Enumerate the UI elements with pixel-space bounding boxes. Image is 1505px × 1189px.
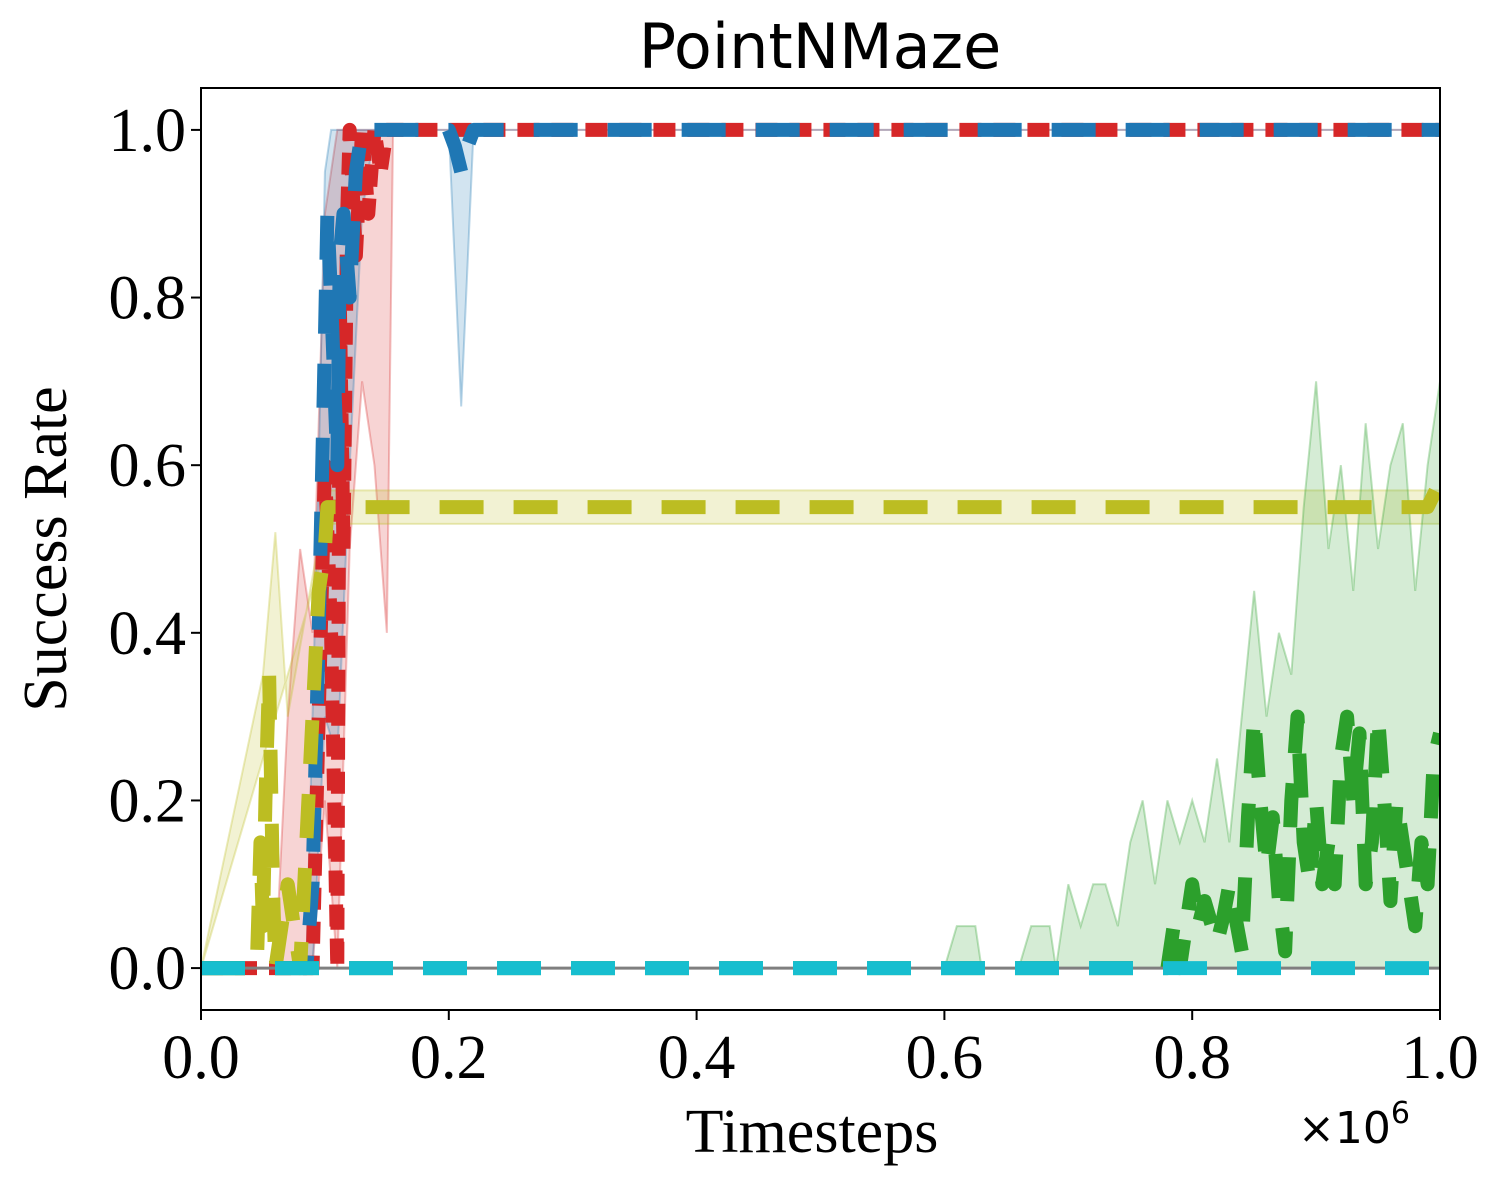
x-tick-label: 0.4	[658, 1024, 736, 1092]
y-tick-label: 0.2	[109, 767, 187, 835]
x-axis-offset-label: ×106	[1298, 1096, 1410, 1154]
x-tick-label: 0.8	[1153, 1024, 1231, 1092]
x-tick-label: 1.0	[1401, 1024, 1479, 1092]
y-axis: 0.0 0.2 0.4 0.6 0.8 1.0	[109, 97, 201, 1003]
chart-title: PointNMaze	[639, 10, 1002, 83]
y-tick-label: 0.6	[109, 432, 187, 500]
x-axis-label: Timesteps	[686, 1098, 939, 1166]
y-axis-label: Success Rate	[12, 386, 80, 711]
x-tick-label: 0.2	[410, 1024, 488, 1092]
x-axis: 0.0 0.2 0.4 0.6 0.8 1.0	[162, 1010, 1479, 1092]
x-tick-label: 0.6	[906, 1024, 984, 1092]
x-tick-label: 0.0	[162, 1024, 240, 1092]
plot-frame	[200, 87, 1441, 1011]
confidence-bands	[201, 128, 1440, 970]
series-1-line	[201, 122, 1440, 976]
series-3-band	[201, 381, 1440, 970]
y-tick-label: 0.8	[109, 265, 187, 333]
series-lines	[201, 122, 1440, 976]
y-tick-label: 0.0	[109, 935, 187, 1003]
y-tick-label: 0.4	[109, 600, 187, 668]
y-tick-label: 1.0	[109, 97, 187, 165]
